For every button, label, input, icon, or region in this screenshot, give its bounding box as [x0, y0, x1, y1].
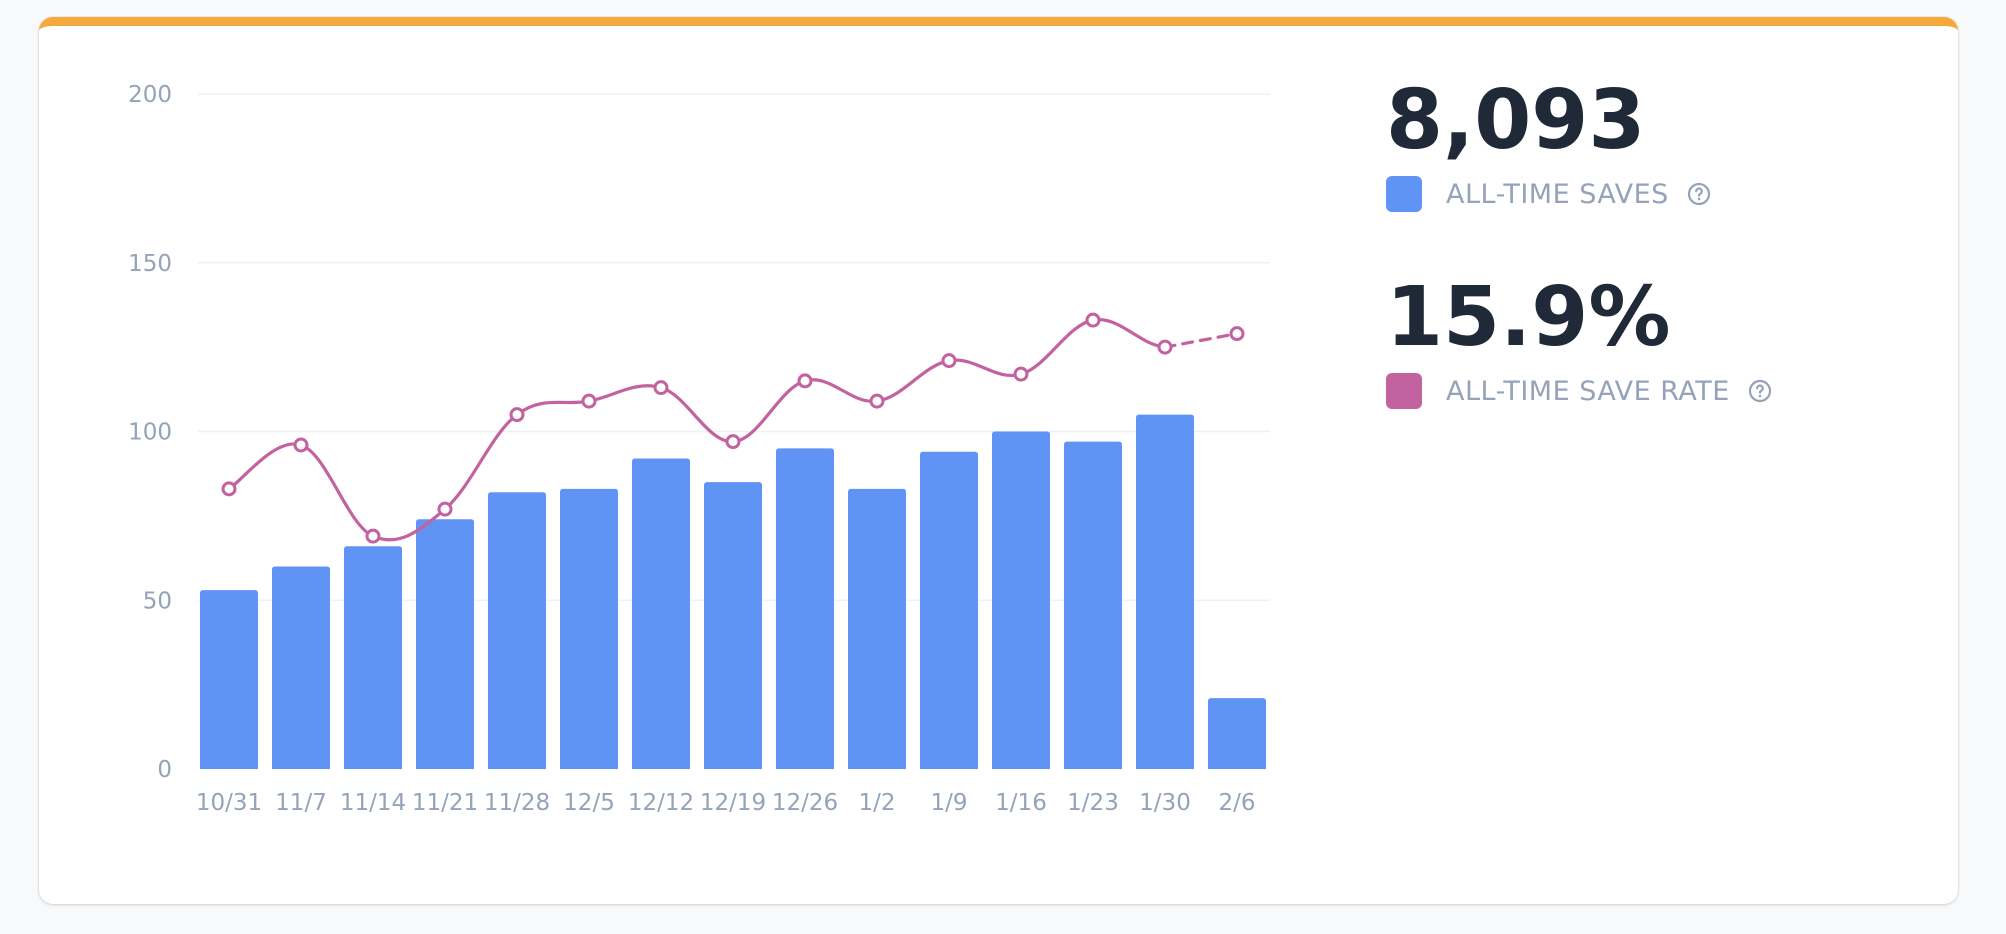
- x-tick-label: 11/28: [484, 790, 550, 816]
- x-tick-label: 12/5: [563, 790, 615, 816]
- bar[interactable]: [272, 566, 330, 770]
- bar[interactable]: [200, 590, 258, 769]
- bar[interactable]: [416, 519, 474, 769]
- save-rate-point[interactable]: [797, 373, 813, 389]
- x-tick-label: 12/19: [700, 790, 766, 816]
- bar[interactable]: [1208, 698, 1266, 769]
- all-time-save-rate-value: 15.9%: [1386, 270, 1671, 365]
- save-rate-point[interactable]: [365, 528, 381, 544]
- y-tick-label: 200: [128, 82, 172, 108]
- x-tick-label: 1/30: [1139, 790, 1191, 816]
- save-rate-point[interactable]: [941, 353, 957, 369]
- save-rate-point[interactable]: [221, 481, 237, 497]
- save-rate-point[interactable]: [437, 501, 453, 517]
- save-rate-line-projected: [1163, 332, 1239, 349]
- bar[interactable]: [848, 488, 906, 769]
- help-circle-icon[interactable]: [1748, 379, 1772, 403]
- bar[interactable]: [920, 451, 978, 769]
- bar[interactable]: [344, 546, 402, 769]
- x-tick-label: 12/26: [772, 790, 838, 816]
- save-rate-point[interactable]: [869, 393, 885, 409]
- save-rate-point[interactable]: [725, 434, 741, 450]
- saves-legend-swatch: [1386, 176, 1422, 212]
- save-rate-point[interactable]: [293, 437, 309, 453]
- help-circle-icon[interactable]: [1687, 182, 1711, 206]
- bar[interactable]: [1064, 441, 1122, 769]
- bar[interactable]: [560, 488, 618, 769]
- all-time-save-rate-stat: 15.9% ALL-TIME SAVE RATE: [1386, 277, 1772, 409]
- x-tick-label: 11/7: [275, 790, 327, 816]
- x-tick-label: 2/6: [1218, 790, 1255, 816]
- save-rate-point[interactable]: [1013, 366, 1029, 382]
- all-time-saves-value: 8,093: [1386, 73, 1646, 168]
- y-tick-label: 50: [143, 588, 172, 614]
- x-tick-label: 12/12: [628, 790, 694, 816]
- x-tick-label: 1/9: [930, 790, 967, 816]
- bar[interactable]: [488, 492, 546, 769]
- bar[interactable]: [992, 431, 1050, 770]
- save-rate-point[interactable]: [581, 393, 597, 409]
- all-time-saves-legend: ALL-TIME SAVES: [1386, 176, 1711, 212]
- x-tick-label: 11/21: [412, 790, 478, 816]
- x-tick-label: 1/23: [1067, 790, 1119, 816]
- bar[interactable]: [632, 458, 690, 770]
- bar[interactable]: [776, 448, 834, 769]
- bar[interactable]: [704, 482, 762, 769]
- save-rate-point[interactable]: [1085, 312, 1101, 328]
- all-time-save-rate-label: ALL-TIME SAVE RATE: [1446, 375, 1730, 407]
- save-rate-point[interactable]: [1229, 326, 1245, 342]
- bar[interactable]: [1136, 414, 1194, 769]
- x-tick-label: 11/14: [340, 790, 406, 816]
- all-time-saves-stat: 8,093 ALL-TIME SAVES: [1386, 80, 1711, 212]
- all-time-save-rate-legend: ALL-TIME SAVE RATE: [1386, 373, 1772, 409]
- all-time-saves-label: ALL-TIME SAVES: [1446, 178, 1669, 210]
- y-tick-label: 100: [128, 420, 172, 446]
- x-tick-label: 1/2: [858, 790, 895, 816]
- save-rate-point[interactable]: [509, 407, 525, 423]
- y-tick-label: 0: [157, 757, 172, 783]
- save-rate-legend-swatch: [1386, 373, 1422, 409]
- save-rate-point[interactable]: [653, 380, 669, 396]
- y-tick-label: 150: [128, 251, 172, 277]
- x-tick-label: 1/16: [995, 790, 1047, 816]
- save-rate-point[interactable]: [1157, 339, 1173, 355]
- x-tick-label: 10/31: [196, 790, 262, 816]
